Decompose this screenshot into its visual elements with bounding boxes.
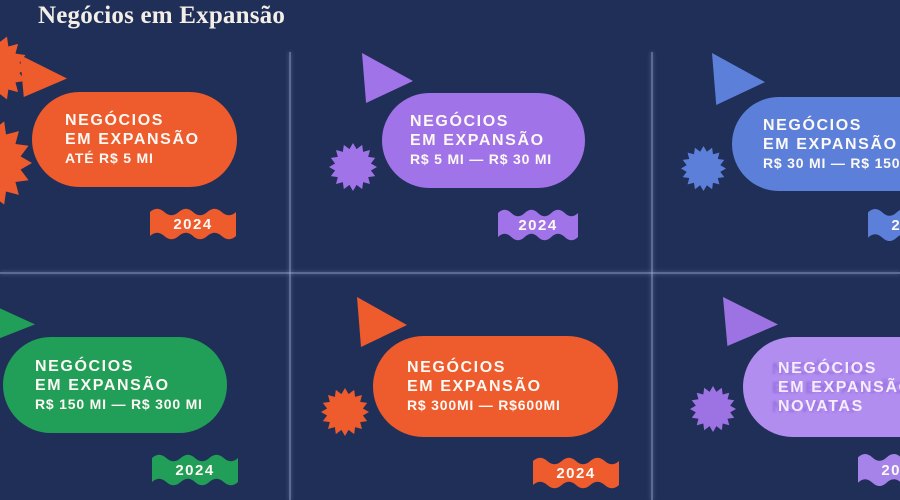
play-triangle-icon <box>712 53 765 105</box>
starburst-icon <box>321 388 369 436</box>
play-triangle-icon <box>357 297 407 347</box>
pill-line-3: R$ 150 MI — R$ 300 MI <box>35 395 203 412</box>
pill-line-3: ATÉ R$ 5 MI <box>65 150 154 166</box>
pill-line-2: EM EXPANSÃO <box>407 378 542 395</box>
pill-line-3: R$ 5 MI — R$ 30 MI <box>410 151 552 167</box>
year-label: 2024 <box>881 462 900 479</box>
year-flag: 2024 <box>152 451 238 489</box>
year-flag: 2024 <box>868 205 900 245</box>
category-pill: NEGÓCIOS EM EXPANSÃO ATÉ R$ 5 MI <box>32 92 237 187</box>
starburst-icon <box>681 146 726 191</box>
pill-line-1: NEGÓCIOS <box>65 112 165 129</box>
year-label: 2024 <box>556 465 596 482</box>
page-title: Negócios em Expansão <box>38 2 286 29</box>
pill-line-3: R$ 30 MI — R$ 150 MI <box>763 154 900 171</box>
starburst-icon <box>0 36 28 100</box>
starburst-icon <box>0 121 32 205</box>
category-pill: NEGÓCIOS EM EXPANSÃO NOVATAS <box>743 337 900 437</box>
pill-line-2: EM EXPANSÃO <box>410 132 545 149</box>
category-pill: NEGÓCIOS EM EXPANSÃO R$ 300MI — R$600MI <box>373 336 618 437</box>
year-flag: 2024 <box>498 206 578 244</box>
play-triangle-icon <box>723 297 778 346</box>
pill-line-3: NOVATAS <box>778 397 864 415</box>
year-label: 2024 <box>891 217 900 234</box>
play-triangle-icon <box>362 53 413 103</box>
starburst-icon <box>329 143 377 191</box>
pill-line-3: R$ 300MI — R$600MI <box>407 397 561 413</box>
pill-line-2: EM EXPANSÃO <box>763 135 898 153</box>
grid-divider-vertical-1 <box>289 52 291 500</box>
year-label: 2024 <box>173 216 213 233</box>
pill-line-1: NEGÓCIOS <box>407 359 507 376</box>
pill-line-2: EM EXPANSÃO <box>65 131 200 148</box>
year-flag: 2024 <box>533 454 619 492</box>
pill-line-1: NEGÓCIOS <box>778 359 878 377</box>
grid-divider-horizontal <box>0 272 900 274</box>
grid-divider-vertical-2 <box>651 52 653 500</box>
year-label: 2024 <box>175 462 215 479</box>
category-pill: NEGÓCIOS EM EXPANSÃO R$ 150 MI — R$ 300 … <box>3 337 227 433</box>
year-flag: 2024 <box>858 450 900 490</box>
year-label: 2024 <box>518 217 558 234</box>
category-pill: NEGÓCIOS EM EXPANSÃO R$ 5 MI — R$ 30 MI <box>382 93 585 188</box>
pill-line-1: NEGÓCIOS <box>35 357 135 375</box>
category-pill: NEGÓCIOS EM EXPANSÃO R$ 30 MI — R$ 150 M… <box>732 97 900 191</box>
year-flag: 2024 <box>150 205 236 243</box>
starburst-icon <box>690 386 736 432</box>
pill-line-2: EM EXPANSÃO <box>35 376 170 394</box>
pill-line-2: EM EXPANSÃO <box>778 378 900 396</box>
play-triangle-icon <box>0 302 35 342</box>
pill-line-1: NEGÓCIOS <box>410 113 510 130</box>
pill-line-1: NEGÓCIOS <box>763 116 863 134</box>
